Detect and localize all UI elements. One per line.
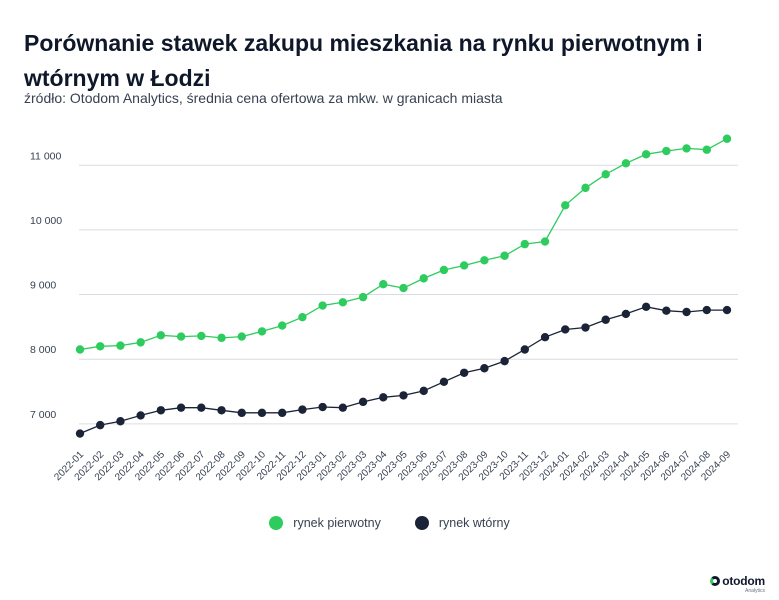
y-tick-label: 11 000: [30, 150, 61, 162]
legend-item-secondary[interactable]: rynek wtórny: [414, 516, 510, 530]
legend-dot-primary: [269, 516, 284, 530]
data-point-series-0: [621, 159, 631, 168]
data-point-series-1: [277, 408, 287, 418]
page-title: Porównanie stawek zakupu mieszkania na r…: [24, 30, 703, 91]
data-point-series-0: [298, 312, 307, 322]
data-point-series-0: [540, 237, 550, 246]
data-point-series-1: [298, 405, 307, 414]
data-point-series-0: [439, 265, 449, 275]
data-point-series-1: [641, 302, 651, 312]
y-tick-label: 9 000: [30, 280, 56, 292]
data-point-series-0: [561, 201, 570, 210]
data-point-series-1: [581, 323, 590, 332]
data-point-series-1: [176, 403, 186, 412]
data-point-series-0: [96, 342, 105, 351]
data-point-series-1: [217, 406, 226, 415]
data-point-series-1: [136, 411, 145, 420]
data-point-series-0: [217, 333, 226, 343]
data-point-series-0: [136, 338, 145, 347]
data-point-series-1: [156, 406, 166, 415]
otodom-logo-subtext: Analytics: [744, 588, 765, 594]
data-point-series-0: [459, 261, 469, 270]
series-line-0: [79, 138, 728, 351]
page-subtitle: źródło: Otodom Analytics, średnia cena o…: [24, 90, 503, 106]
data-point-series-1: [682, 307, 691, 317]
data-point-series-1: [358, 397, 368, 407]
data-point-series-1: [722, 305, 732, 315]
otodom-logo-icon: [710, 576, 721, 586]
data-point-series-0: [277, 321, 287, 330]
data-point-series-1: [96, 420, 105, 430]
data-point-series-1: [197, 403, 206, 412]
data-point-series-1: [500, 356, 509, 366]
data-point-series-0: [702, 145, 711, 154]
data-point-series-0: [419, 274, 428, 283]
otodom-logo: otodom: [710, 574, 765, 588]
data-point-series-0: [237, 332, 246, 341]
data-point-series-0: [601, 170, 610, 179]
data-point-series-0: [338, 298, 348, 307]
data-point-series-0: [641, 150, 651, 159]
series-line-1: [79, 306, 727, 435]
data-point-series-0: [520, 239, 530, 249]
data-point-series-0: [197, 331, 206, 341]
data-point-series-0: [358, 292, 368, 302]
data-point-series-0: [176, 332, 186, 341]
data-point-series-0: [116, 341, 125, 350]
data-point-series-0: [257, 327, 267, 336]
data-point-series-0: [75, 345, 85, 354]
y-tick-label: 8 000: [30, 344, 56, 356]
data-point-series-0: [156, 331, 166, 340]
data-point-series-0: [682, 144, 691, 153]
chart-legend: rynek pierwotny rynek wtórny: [0, 516, 779, 530]
legend-label-secondary: rynek wtórny: [438, 516, 510, 530]
y-tick-label: 7 000: [30, 409, 56, 421]
data-point-series-1: [540, 333, 550, 342]
legend-label-primary: rynek pierwotny: [293, 516, 381, 530]
data-point-series-1: [702, 305, 711, 315]
data-point-series-0: [379, 280, 388, 289]
data-point-series-0: [480, 256, 489, 265]
data-point-series-1: [318, 402, 327, 412]
data-point-series-1: [459, 368, 469, 377]
data-point-series-0: [500, 251, 509, 260]
y-tick-label: 10 000: [30, 215, 62, 227]
data-point-series-1: [338, 403, 348, 412]
data-point-series-0: [581, 183, 590, 193]
data-point-series-1: [662, 306, 671, 315]
data-point-series-1: [520, 345, 530, 354]
data-point-series-1: [237, 408, 246, 418]
data-point-series-1: [439, 377, 449, 387]
data-point-series-1: [116, 417, 125, 426]
data-point-series-1: [480, 364, 489, 373]
data-point-series-0: [318, 301, 327, 310]
data-point-series-1: [399, 391, 408, 400]
data-point-series-0: [662, 146, 671, 156]
data-point-series-1: [75, 429, 85, 438]
data-point-series-1: [379, 393, 388, 402]
data-point-series-1: [419, 386, 428, 396]
data-point-series-1: [601, 315, 610, 324]
legend-dot-secondary: [414, 516, 429, 530]
legend-item-primary[interactable]: rynek pierwotny: [269, 516, 381, 530]
otodom-logo-text: otodom: [722, 574, 765, 588]
data-point-series-1: [561, 325, 570, 334]
data-point-series-1: [621, 309, 631, 319]
data-point-series-0: [399, 283, 408, 293]
data-point-series-1: [257, 408, 267, 418]
data-point-series-0: [722, 134, 732, 143]
